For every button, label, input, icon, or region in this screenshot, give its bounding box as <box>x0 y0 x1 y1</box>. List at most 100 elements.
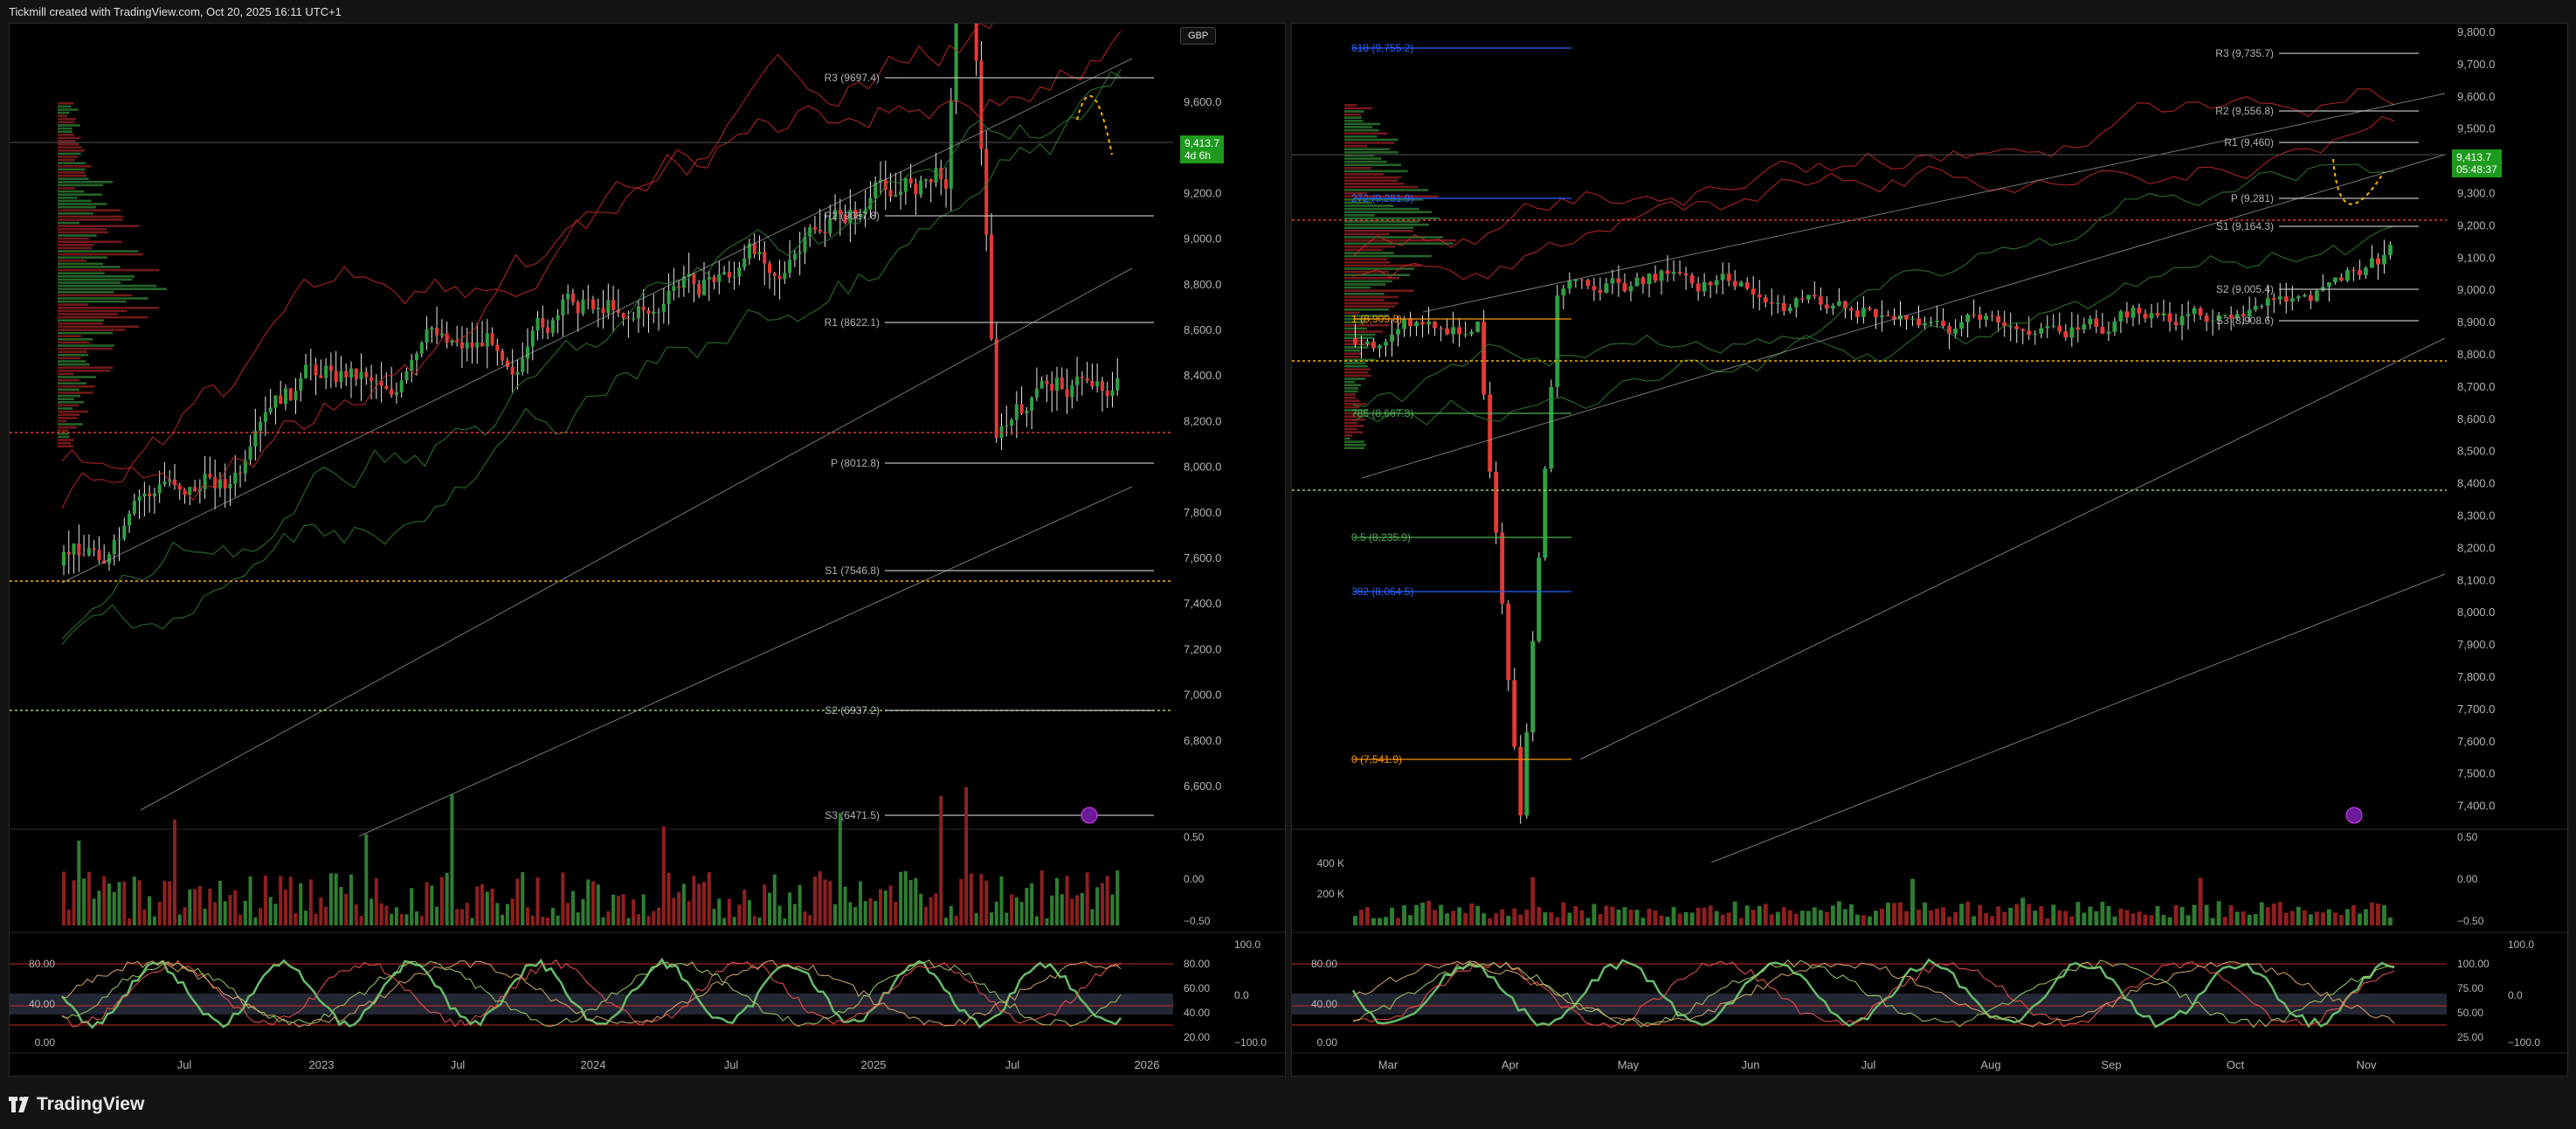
volume-bar <box>2375 904 2380 925</box>
right-chart-pane[interactable]: 9,800.09,700.09,600.09,500.09,400.09,300… <box>1291 23 2569 1077</box>
volume-bar <box>2192 904 2197 925</box>
candle-body <box>1665 270 1670 274</box>
candle-body <box>812 227 817 230</box>
candle-body <box>1110 390 1115 397</box>
pivot-label: S3 (8,908.6) <box>2216 315 2274 327</box>
volume-profile-bar <box>58 429 69 432</box>
volume-bar <box>183 907 187 925</box>
volume-bar <box>379 903 383 925</box>
candle-body <box>1738 282 1744 287</box>
volume-bar <box>1910 878 1915 925</box>
volume-bar <box>530 915 535 925</box>
candle-body <box>701 280 707 295</box>
volume-bar <box>1806 911 1811 925</box>
candle-body <box>1500 532 1505 604</box>
candle-body <box>1683 273 1689 276</box>
volume-bar <box>263 876 267 925</box>
price-axis-label: 7,200.0 <box>1184 642 1221 655</box>
volume-bar <box>1787 910 1792 925</box>
candle-body <box>752 243 756 255</box>
volume-bar <box>2124 910 2130 925</box>
price-axis-label: 8,600.0 <box>2457 412 2495 426</box>
bollinger-band-line <box>1352 115 2395 281</box>
price-axis-label: 8,200.0 <box>2457 541 2495 554</box>
volume-profile-bar <box>1344 185 1419 189</box>
volume-bar <box>193 889 197 925</box>
volume-bar <box>828 881 832 925</box>
candle-body <box>1634 277 1640 287</box>
candle-body <box>2075 327 2081 330</box>
candle-body <box>737 267 742 277</box>
volume-bar <box>1702 907 1707 925</box>
candle-body <box>203 474 207 489</box>
candle-body <box>1045 380 1049 384</box>
volume-bar <box>1708 905 1713 925</box>
candle-body <box>1402 319 1407 329</box>
volume-profile-bar <box>1344 246 1396 248</box>
candle-body <box>248 447 252 461</box>
volume-profile-bar <box>58 130 73 133</box>
volume-bar <box>661 826 666 925</box>
candle-body <box>2204 315 2209 322</box>
volume-profile-bar <box>58 435 70 439</box>
volume-bar <box>1585 918 1591 925</box>
volume-bar <box>752 916 756 925</box>
candle-body <box>979 60 984 149</box>
candle-body <box>1090 380 1095 387</box>
candle-body <box>188 487 192 495</box>
candle-body <box>480 343 485 347</box>
volume-bar <box>2363 909 2368 925</box>
candle-body <box>77 543 81 556</box>
volume-bar <box>768 892 772 925</box>
tradingview-icon <box>9 1097 30 1112</box>
candle-body <box>349 368 354 377</box>
volume-bar <box>878 889 883 925</box>
volume-profile-bar <box>58 187 76 190</box>
candle-body <box>384 385 389 390</box>
bollinger-band-line <box>1352 163 2395 408</box>
volume-bar <box>1045 918 1049 925</box>
candle-body <box>646 310 651 314</box>
pivot-label: S2 (6937.2) <box>825 704 880 717</box>
volume-bar <box>959 878 963 925</box>
volume-profile-bar <box>1344 195 1439 197</box>
candle-body <box>747 243 751 259</box>
volume-bar <box>152 916 156 925</box>
left-chart-pane[interactable]: 9,600.09,400.09,200.09,000.08,800.08,600… <box>9 23 1287 1077</box>
volume-profile-bar <box>58 190 85 193</box>
volume-bar <box>1426 901 1432 925</box>
volume-profile-bar <box>1344 189 1428 191</box>
candle-body <box>2161 313 2166 316</box>
volume-bar <box>294 913 298 925</box>
price-axis-label: 8,600.0 <box>1184 323 1221 336</box>
volume-profile-bar <box>1344 358 1375 362</box>
candle-body <box>435 328 439 336</box>
volume-profile-bar <box>1344 301 1399 305</box>
volume-profile-bar <box>1344 142 1395 144</box>
volume-profile-bar <box>58 335 81 337</box>
volume-profile-bar <box>58 225 140 227</box>
volume-bar <box>989 912 993 925</box>
volume-profile-bar <box>1344 230 1413 232</box>
volume-bar <box>1744 905 1750 925</box>
candle-body <box>818 229 822 232</box>
tradingview-logo[interactable]: TradingView <box>9 1091 144 1119</box>
volume-profile-bar <box>58 413 80 416</box>
volume-bar <box>228 895 232 925</box>
volume-bar <box>652 911 656 925</box>
volume-profile-bar <box>1344 283 1386 286</box>
candle-body <box>495 344 500 351</box>
volume-bar <box>501 914 505 925</box>
volume-profile-bar <box>58 256 107 259</box>
volume-bar <box>470 918 474 925</box>
rsi-line <box>61 959 1122 1027</box>
volume-profile-bar <box>1344 327 1367 330</box>
oscillator-axis-label: 0.50 <box>1184 831 1205 843</box>
volume-bar <box>425 882 429 925</box>
left-chart-canvas[interactable]: 9,600.09,400.09,200.09,000.08,800.08,600… <box>10 24 1287 1077</box>
candle-body <box>833 209 838 218</box>
volume-bar <box>969 873 973 925</box>
right-chart-canvas[interactable]: 9,800.09,700.09,600.09,500.09,400.09,300… <box>1292 24 2569 1077</box>
currency-button[interactable]: GBP <box>1180 27 1217 45</box>
projection-arrow <box>2332 158 2385 205</box>
